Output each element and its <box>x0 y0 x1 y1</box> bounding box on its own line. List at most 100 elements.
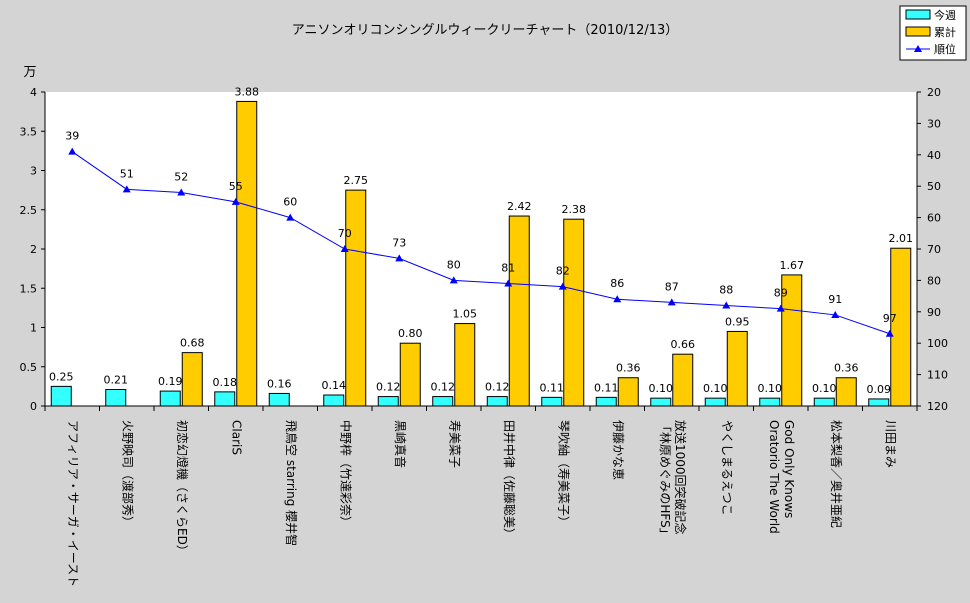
category-label: 田井中律（佐藤聡美） <box>502 420 517 540</box>
rank-point <box>558 282 567 290</box>
bar-data-label: 0.11 <box>594 381 619 394</box>
bar-weekly <box>268 392 290 407</box>
rank-data-label: 73 <box>392 236 406 249</box>
rank-data-label: 80 <box>447 258 461 271</box>
bar-data-label: 0.14 <box>322 379 347 392</box>
bar-data-label: 0.80 <box>398 327 423 340</box>
bar-weekly <box>868 398 890 407</box>
y2-tick-label: 90 <box>927 306 941 319</box>
rank-data-label: 52 <box>174 170 188 183</box>
rank-data-label: 70 <box>338 227 352 240</box>
category-label: 中野梓（竹達彩奈） <box>338 420 353 528</box>
category-label: 放送1000回突破記念 <box>673 420 688 535</box>
rank-data-label: 91 <box>828 293 842 306</box>
bar-data-label: 0.12 <box>485 381 510 394</box>
rank-point <box>613 295 622 303</box>
category-label: God Only Knows <box>782 420 796 518</box>
category-label: 初恋幻燈機（さくらED） <box>175 420 190 557</box>
category-label: やくしまるえつこ <box>720 420 734 516</box>
rank-data-label: 60 <box>283 196 297 209</box>
bar-total <box>835 377 857 407</box>
bar-data-label: 0.18 <box>213 376 238 389</box>
rank-point <box>395 254 404 262</box>
rank-data-label: 87 <box>665 280 679 293</box>
rank-data-label: 55 <box>229 180 243 193</box>
y-tick-label: 0 <box>30 400 37 413</box>
bar-weekly <box>704 397 726 407</box>
legend-label: 順位 <box>934 42 956 56</box>
bar-total <box>672 353 694 407</box>
bar-total <box>236 100 258 407</box>
bar-data-label: 0.36 <box>834 362 859 375</box>
rank-data-label: 97 <box>883 312 897 325</box>
bar-weekly <box>595 396 617 407</box>
category-label: 琴吹紬（寿美菜子） <box>556 420 570 528</box>
category-label: 「林原めぐみのHFS」 <box>658 420 672 540</box>
bar-data-label: 0.16 <box>267 377 292 390</box>
legend-label: 今週 <box>934 8 956 22</box>
bar-total <box>508 215 530 407</box>
legend-swatch <box>905 9 931 20</box>
category-label: 飛鳥空 starring 櫻井智 <box>284 420 299 546</box>
rank-data-label: 86 <box>610 277 624 290</box>
bar-weekly <box>486 396 508 407</box>
rank-line <box>71 151 890 335</box>
bar-data-label: 0.10 <box>758 382 783 395</box>
rank-point <box>722 301 731 309</box>
bar-weekly <box>377 396 399 407</box>
bar-data-label: 2.01 <box>889 232 914 245</box>
y2-tick-label: 30 <box>927 117 941 130</box>
bar-weekly <box>214 391 236 407</box>
bar-weekly <box>541 396 563 407</box>
rank-point <box>885 329 894 337</box>
rank-data-label: 89 <box>774 287 788 300</box>
rank-point <box>122 185 131 193</box>
chart-title: アニソンオリコンシングルウィークリーチャート（2010/12/13） <box>292 23 679 38</box>
rank-data-label: 82 <box>556 265 570 278</box>
category-label: Oratorio The World <box>767 420 781 534</box>
bar-total <box>890 247 912 407</box>
category-label: 黒崎真音 <box>393 420 408 468</box>
bar-weekly <box>105 389 127 407</box>
category-label: ClariS <box>229 420 243 455</box>
bar-data-label: 0.10 <box>649 382 674 395</box>
bar-total <box>781 274 803 407</box>
rank-point <box>449 276 458 284</box>
rank-point <box>177 188 186 196</box>
legend-swatch <box>905 26 931 37</box>
bar-data-label: 1.05 <box>453 308 478 321</box>
bar-data-label: 0.25 <box>49 370 74 383</box>
bar-total <box>726 330 748 407</box>
bar-data-label: 0.68 <box>180 337 205 350</box>
bar-weekly <box>50 385 72 407</box>
bar-data-label: 2.75 <box>344 174 369 187</box>
y2-tick-label: 70 <box>927 243 941 256</box>
bar-data-label: 0.12 <box>431 381 456 394</box>
legend-label: 累計 <box>934 25 956 39</box>
category-label: 火野映司（渡部秀） <box>120 420 135 528</box>
category-label: 伊藤かな恵 <box>611 420 625 480</box>
y2-tick-label: 120 <box>927 400 948 413</box>
bar-data-label: 0.21 <box>104 374 129 387</box>
bar-data-label: 2.38 <box>562 203 587 216</box>
bar-weekly <box>759 397 781 407</box>
y-tick-label: 1.5 <box>20 282 38 295</box>
bar-data-label: 0.09 <box>867 383 892 396</box>
y-tick-label: 2.5 <box>20 204 38 217</box>
y2-tick-label: 50 <box>927 180 941 193</box>
bar-data-label: 0.36 <box>616 362 641 375</box>
category-label: 寿美菜子 <box>447 420 461 468</box>
bar-data-label: 0.11 <box>540 381 565 394</box>
y-tick-label: 0.5 <box>20 361 38 374</box>
bar-total <box>454 323 476 407</box>
y2-tick-label: 20 <box>927 86 941 99</box>
rank-data-label: 81 <box>501 262 515 275</box>
plot-layer: 0 0.5 1 1.5 2 2.5 3 3.5 4 20 30 40 50 60 70 80 90 100 110 1… <box>20 85 949 587</box>
rank-point <box>286 213 295 221</box>
bar-data-label: 0.19 <box>158 375 183 388</box>
bar-weekly <box>159 390 181 407</box>
rank-point <box>831 310 840 318</box>
